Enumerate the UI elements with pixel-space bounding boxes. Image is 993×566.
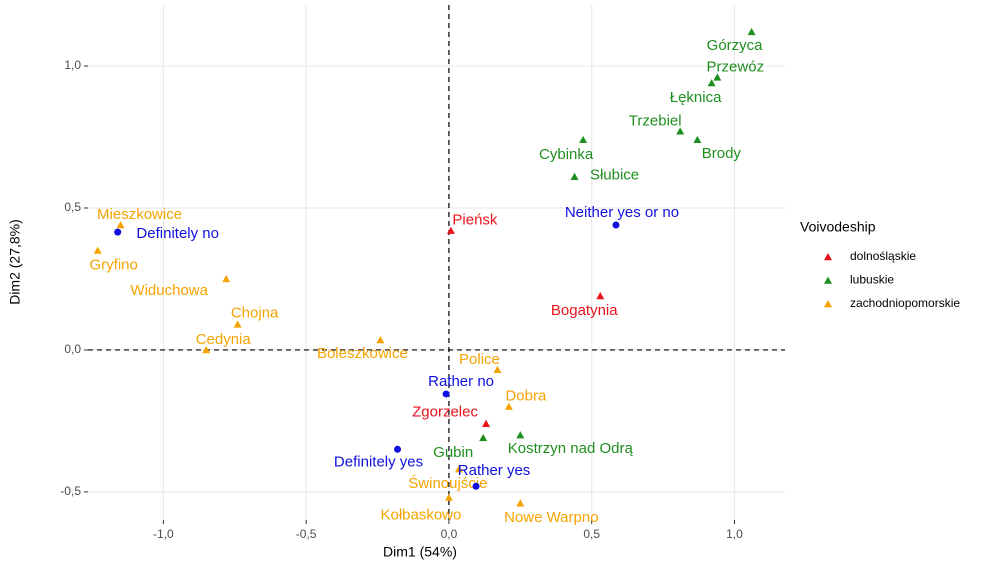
point-label: Police bbox=[459, 351, 500, 368]
point bbox=[676, 127, 685, 135]
point-label: Widuchowa bbox=[130, 282, 208, 299]
point-label: Gryfino bbox=[90, 257, 138, 274]
point-label: Cybinka bbox=[539, 146, 594, 163]
legend-title: Voivodeship bbox=[800, 219, 876, 235]
x-tick-label: -0,5 bbox=[296, 527, 317, 541]
point bbox=[394, 445, 402, 453]
legend-label: lubuskie bbox=[850, 273, 894, 287]
point bbox=[202, 345, 211, 354]
point-label: Nowe Warpno bbox=[504, 509, 598, 526]
point-label: Cedynia bbox=[196, 331, 252, 348]
point bbox=[233, 320, 242, 328]
point-label: Zgorzelec bbox=[412, 404, 478, 421]
point-label: Łęknica bbox=[670, 89, 722, 106]
y-tick-label: 0,5 bbox=[64, 200, 81, 214]
legend-marker bbox=[824, 276, 832, 284]
legend-label: dolnośląskie bbox=[850, 249, 916, 263]
point-label: Neither yes or no bbox=[565, 204, 679, 221]
point bbox=[612, 221, 620, 229]
legend-marker bbox=[824, 300, 832, 308]
point bbox=[713, 73, 722, 81]
y-axis-title: Dim2 (27,8%) bbox=[7, 219, 23, 305]
point bbox=[570, 172, 579, 180]
point-label: Kostrzyn nad Odrą bbox=[508, 440, 634, 457]
point bbox=[693, 135, 702, 144]
point-label: Definitely no bbox=[136, 225, 219, 242]
x-tick-label: 0,5 bbox=[583, 527, 600, 541]
point bbox=[707, 79, 716, 87]
point-label: Górzyca bbox=[707, 37, 764, 54]
x-axis-title: Dim1 (54%) bbox=[383, 544, 457, 560]
point bbox=[493, 365, 502, 374]
point bbox=[482, 419, 491, 427]
point-label: Gubin bbox=[433, 444, 473, 461]
point-label: Dobra bbox=[505, 388, 547, 405]
point-label: Rather yes bbox=[458, 462, 531, 479]
point bbox=[472, 482, 480, 490]
point bbox=[222, 274, 231, 283]
point-label: Świnoujście bbox=[408, 474, 487, 492]
point bbox=[516, 431, 525, 439]
point-label: Kołbaskowo bbox=[380, 507, 461, 524]
point-label: Definitely yes bbox=[334, 453, 423, 470]
point bbox=[93, 246, 102, 254]
point-label: Boleszkowice bbox=[317, 345, 408, 362]
y-tick-label: 1,0 bbox=[64, 58, 81, 72]
point bbox=[479, 433, 488, 442]
x-tick-label: 0,0 bbox=[441, 527, 458, 541]
point-label: Przewóz bbox=[707, 58, 765, 75]
point bbox=[596, 292, 605, 300]
point-label: Bogatynia bbox=[551, 302, 618, 319]
legend-label: zachodniopomorskie bbox=[850, 296, 960, 310]
point bbox=[747, 27, 756, 36]
y-tick-label: 0,0 bbox=[64, 342, 81, 356]
x-tick-label: 1,0 bbox=[726, 527, 743, 541]
point-label: Rather no bbox=[428, 373, 494, 390]
point bbox=[516, 499, 525, 507]
point bbox=[454, 465, 463, 473]
point-label: Mieszkowice bbox=[97, 206, 182, 223]
point-label: Pieńsk bbox=[452, 212, 498, 229]
point-label: Brody bbox=[702, 145, 742, 162]
point bbox=[444, 493, 453, 501]
point bbox=[442, 390, 450, 398]
point-label: Chojna bbox=[231, 304, 279, 321]
point bbox=[579, 135, 588, 144]
legend-marker bbox=[824, 253, 832, 261]
point bbox=[116, 221, 125, 229]
y-tick-label: -0,5 bbox=[60, 484, 81, 498]
x-tick-label: -1,0 bbox=[153, 527, 174, 541]
point bbox=[446, 226, 455, 234]
point-label: Słubice bbox=[590, 167, 639, 184]
point-label: Trzebiel bbox=[629, 112, 682, 129]
point bbox=[376, 336, 385, 344]
point bbox=[114, 228, 122, 236]
point bbox=[504, 402, 513, 410]
